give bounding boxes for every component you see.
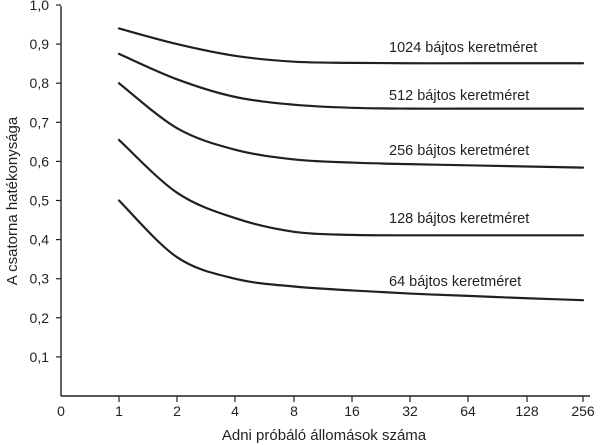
x-tick-label: 16: [344, 403, 360, 419]
series-line: [117, 52, 585, 110]
x-tick-label: 32: [402, 403, 418, 419]
series-label: 256 bájtos keretméret: [389, 143, 529, 159]
series-label: 1024 bájtos keretméret: [389, 40, 537, 56]
x-tick-label: 64: [460, 403, 476, 419]
x-tick-label: 4: [231, 403, 239, 419]
series-label: 64 bájtos keretméret: [389, 274, 521, 290]
series-label: 512 bájtos keretméret: [389, 88, 529, 104]
x-ticks: 0 1 2 4 8 16 32 64 128 256: [57, 396, 595, 419]
y-tick-label: 0,9: [30, 36, 50, 52]
x-tick-label: 2: [173, 403, 181, 419]
x-tick-label: 1: [115, 403, 123, 419]
x-tick-label: 128: [515, 403, 539, 419]
y-tick-label: 0,4: [30, 232, 50, 248]
y-tick-label: 0,6: [30, 153, 50, 169]
x-tick-label: 256: [571, 403, 595, 419]
x-tick-label: 8: [290, 403, 298, 419]
y-axis-label: A csatorna hatékonysága: [4, 116, 21, 285]
series-labels: 1024 bájtos keretméret 512 bájtos keretmé…: [389, 40, 537, 290]
x-axis-label: Adni próbáló állomások száma: [222, 427, 427, 444]
y-tick-label: 0,1: [30, 349, 50, 365]
y-ticks: 0,1 0,2 0,3 0,4 0,5 0,6 0,7 0,8 0,9 1,0: [30, 0, 61, 365]
y-tick-label: 0,8: [30, 75, 50, 91]
series-line: [117, 138, 585, 237]
series-label: 128 bájtos keretméret: [389, 211, 529, 227]
series-line: [117, 199, 585, 302]
y-tick-label: 0,2: [30, 310, 50, 326]
series-curves: [117, 27, 585, 302]
y-tick-label: 0,7: [30, 114, 50, 130]
y-tick-label: 0,3: [30, 271, 50, 287]
series-line: [117, 27, 585, 65]
y-tick-label: 0,5: [30, 193, 50, 209]
y-tick-label: 1,0: [30, 0, 50, 13]
series-line: [117, 82, 585, 169]
x-tick-label: 0: [57, 403, 65, 419]
